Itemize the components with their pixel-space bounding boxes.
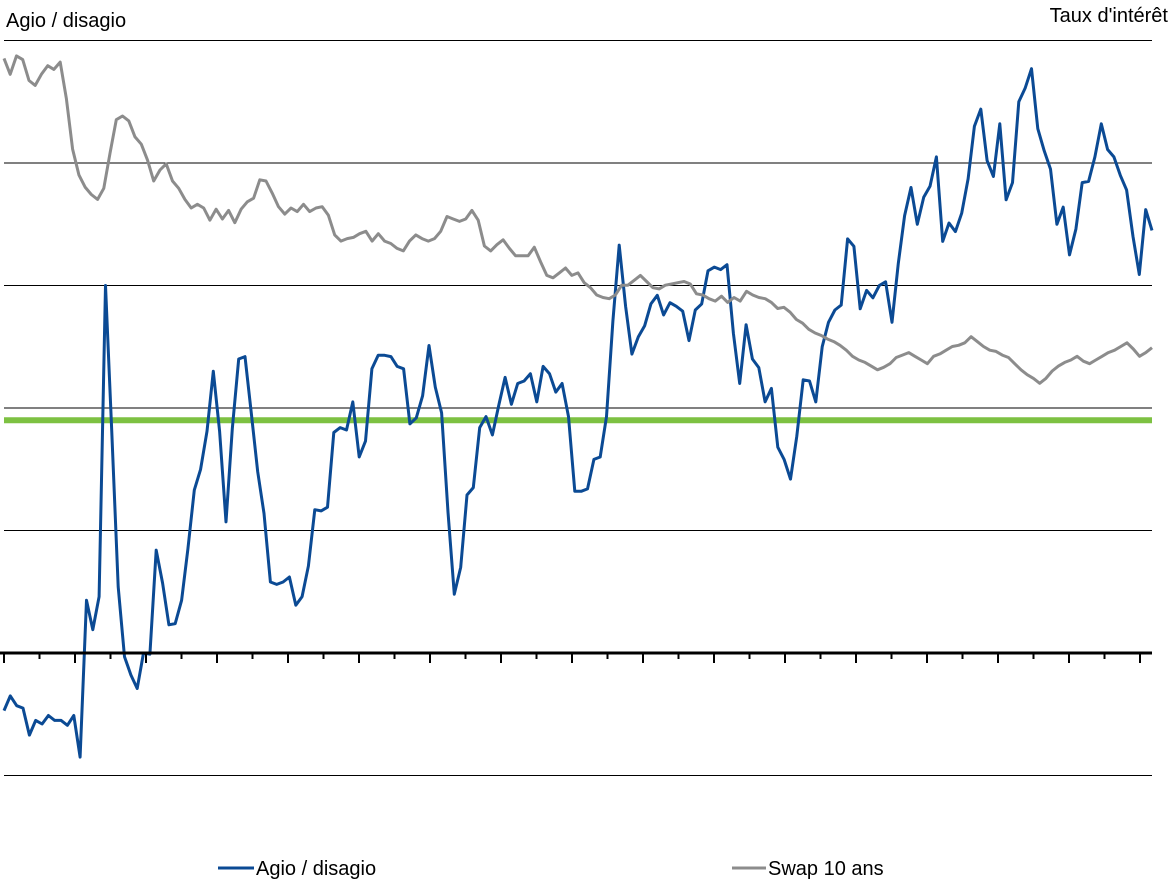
right-axis-title: Taux d'intérêt	[1050, 5, 1169, 27]
legend-swap-label: Swap 10 ans	[768, 858, 884, 880]
gridlines	[4, 40, 1152, 776]
legend-agio-label: Agio / disagio	[256, 858, 376, 880]
left-axis-title: Agio / disagio	[6, 10, 126, 32]
series-line-agio	[2, 67, 1154, 759]
legend: Agio / disagio Swap 10 ans	[218, 858, 884, 880]
series-lines	[2, 54, 1154, 759]
x-axis	[0, 651, 1152, 663]
series-line-swap	[2, 54, 1153, 385]
